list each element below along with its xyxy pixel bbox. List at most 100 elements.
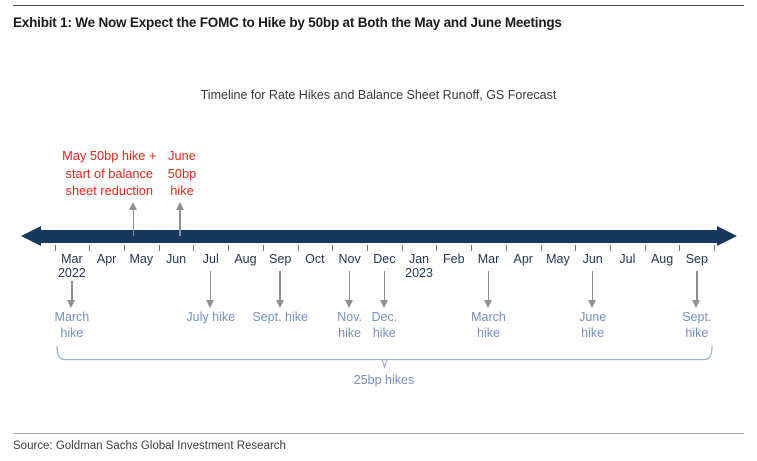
- month-label: Sep: [685, 252, 708, 266]
- month-label: Sep: [269, 252, 292, 266]
- bracket-label: 25bp hikes: [353, 373, 415, 387]
- timeline-tick: [193, 245, 195, 251]
- hike-25bp-label: March hike: [54, 310, 89, 341]
- hike-25bp-label: July hike: [186, 310, 235, 326]
- timeline-tick: [332, 245, 334, 251]
- month-label: Jun: [582, 252, 603, 266]
- arrow-down-icon: [67, 300, 76, 308]
- timeline-tick: [644, 245, 646, 251]
- hike-50bp-label: May 50bp hike + start of balance sheet red…: [62, 147, 156, 200]
- month-label: Aug: [650, 252, 674, 266]
- month-label: Nov: [338, 252, 361, 266]
- label-line: hike: [372, 325, 396, 340]
- month-label: Mar: [477, 252, 500, 266]
- year-label: 2023: [405, 266, 433, 280]
- hike-25bp-label: June hike: [579, 310, 606, 341]
- label-line: 50bp: [167, 165, 197, 181]
- label-line: sheet reduction: [65, 183, 154, 198]
- arrow-down-icon: [379, 300, 388, 308]
- label-line: June: [579, 310, 607, 324]
- timeline-tick: [714, 245, 716, 251]
- timeline-tick: [366, 245, 368, 251]
- arrow-down-icon: [692, 300, 701, 308]
- label-line: March: [54, 310, 90, 324]
- exhibit-title: Exhibit 1: We Now Expect the FOMC to Hik…: [13, 15, 562, 30]
- label-line: hike: [685, 325, 709, 340]
- timeline-bar: [40, 230, 717, 243]
- label-line: hike: [338, 325, 362, 340]
- month-label: Jun: [165, 252, 187, 266]
- timeline-tick: [297, 245, 299, 251]
- month-label: Jul: [202, 252, 219, 266]
- month-label: Apr: [96, 252, 117, 266]
- month-label: Jul: [619, 252, 636, 266]
- hike-arrow-stem: [132, 209, 135, 236]
- month-label: Mar: [61, 252, 83, 266]
- label-line: Dec.: [371, 310, 398, 324]
- hike-arrow-stem: [179, 209, 181, 236]
- timeline-tick: [54, 245, 56, 251]
- hike-arrow-stem: [591, 271, 594, 300]
- top-divider: [13, 5, 744, 6]
- label-line: hike: [581, 325, 605, 340]
- label-line: May 50bp hike +: [62, 148, 157, 163]
- timeline-tick: [436, 245, 438, 251]
- label-line: March: [471, 310, 506, 324]
- month-label: Jan: [408, 252, 430, 266]
- hike-25bp-label: Dec. hike: [371, 310, 397, 341]
- arrow-down-icon: [345, 300, 354, 308]
- month-label: Dec: [373, 252, 396, 266]
- timeline-left-arrow-icon: [21, 226, 41, 246]
- hike-25bp-label: Nov. hike: [337, 310, 362, 341]
- label-line: start of balance: [65, 165, 154, 181]
- label-line: Nov.: [337, 310, 362, 324]
- timeline-tick: [505, 245, 507, 251]
- hike-50bp-label: June 50bp hike: [168, 147, 196, 200]
- chart-title: Timeline for Rate Hikes and Balance Shee…: [200, 88, 557, 102]
- arrow-up-icon: [128, 202, 137, 210]
- hike-arrow-stem: [348, 271, 351, 300]
- month-label: May: [546, 252, 570, 266]
- timeline-tick: [89, 245, 91, 251]
- hike-arrow-stem: [487, 271, 490, 300]
- timeline-tick: [471, 245, 473, 251]
- arrow-down-icon: [484, 300, 492, 308]
- arrow-down-icon: [588, 300, 597, 308]
- label-line: Sept.: [682, 310, 712, 324]
- timeline-tick: [610, 245, 612, 251]
- timeline-tick: [123, 245, 125, 251]
- label-line: hike: [170, 183, 194, 198]
- label-line: June: [168, 148, 196, 163]
- timeline-tick: [262, 245, 264, 251]
- hike-arrow-stem: [383, 271, 386, 300]
- month-label: Apr: [513, 252, 533, 266]
- timeline-tick: [540, 245, 542, 251]
- hike-arrow-stem: [696, 271, 698, 300]
- hike-25bp-label: March hike: [471, 310, 506, 341]
- label-line: Sept. hike: [252, 310, 308, 324]
- month-label: Feb: [442, 252, 465, 266]
- footer-divider: [13, 433, 744, 434]
- arrow-up-icon: [175, 202, 184, 210]
- source-note: Source: Goldman Sachs Global Investment …: [13, 440, 286, 452]
- timeline-tick: [575, 245, 577, 251]
- timeline-right-arrow-icon: [717, 226, 737, 246]
- year-label: 2022: [57, 266, 86, 280]
- timeline-tick: [228, 245, 230, 251]
- timeline-tick: [158, 245, 160, 251]
- label-line: hike: [60, 325, 84, 340]
- hike-25bp-label: Sept. hike: [682, 310, 711, 341]
- label-line: July hike: [186, 310, 236, 324]
- hike-arrow-stem: [71, 281, 73, 300]
- label-line: hike: [477, 325, 500, 340]
- arrow-down-icon: [275, 300, 284, 308]
- arrow-down-icon: [206, 300, 215, 308]
- timeline-tick: [679, 245, 681, 251]
- month-label: May: [129, 252, 154, 266]
- hike-25bp-label: Sept. hike: [252, 310, 308, 326]
- month-label: Oct: [305, 252, 325, 266]
- month-label: Aug: [234, 252, 257, 266]
- timeline-tick: [401, 245, 403, 251]
- hike-arrow-stem: [209, 271, 212, 300]
